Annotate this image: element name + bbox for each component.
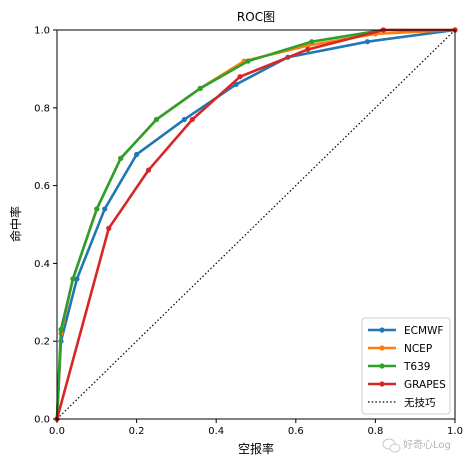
legend-label: ECMWF [404, 325, 443, 337]
x-axis-label: 空报率 [238, 441, 274, 456]
legend-entry: T639 [368, 361, 430, 373]
data-point-grapes [189, 116, 195, 123]
legend-marker [379, 363, 385, 369]
data-point-ecmwf [181, 116, 187, 123]
x-tick-label: 0.8 [367, 426, 383, 437]
legend-entry: GRAPES [368, 379, 446, 391]
legend-label: 无技巧 [404, 396, 436, 409]
chart-title: ROC图 [237, 10, 275, 24]
no-skill-reference-line [56, 29, 456, 420]
plot-frame [56, 29, 456, 420]
data-point-t639 [58, 326, 64, 333]
data-point-grapes [237, 74, 243, 80]
legend-items: ECMWF NCEP T639 GRAPES 无技巧 [368, 325, 446, 409]
x-axis-ticks: 0.0 0.2 0.4 0.6 0.8 1.0 [49, 419, 463, 437]
y-tick-label: 0.8 [34, 103, 50, 114]
wechat-icon [382, 438, 401, 453]
x-tick-label: 1.0 [447, 426, 463, 437]
x-tick-label: 0.0 [49, 426, 65, 437]
legend: ECMWF NCEP T639 GRAPES 无技巧 [361, 317, 451, 415]
data-point-t639 [70, 276, 76, 282]
data-point-ecmwf [74, 276, 80, 282]
y-tick-label: 0.4 [34, 259, 50, 270]
legend-entry: 无技巧 [368, 396, 436, 409]
legend-label: GRAPES [404, 379, 446, 391]
series-line-ecmwf [55, 28, 457, 421]
data-point-t639 [309, 39, 315, 45]
x-tick-label: 0.4 [208, 426, 224, 437]
x-tick-label: 0.2 [129, 426, 145, 437]
series-line-grapes [55, 28, 457, 421]
watermark-text: 好奇心Log [403, 438, 451, 451]
legend-marker [379, 381, 385, 387]
data-point-t639 [245, 58, 251, 64]
y-axis-label: 命中率 [8, 206, 23, 242]
x-tick-label: 0.6 [288, 426, 304, 437]
reference-line-layer [56, 29, 456, 420]
data-point-ecmwf [364, 39, 371, 45]
y-tick-label: 0.2 [34, 337, 50, 348]
y-tick-label: 1.0 [34, 26, 50, 37]
data-point-ecmwf [134, 151, 140, 158]
watermark: 好奇心Log [382, 438, 451, 453]
y-axis-ticks: 0.0 0.2 0.4 0.6 0.8 1.0 [34, 26, 57, 426]
legend-marker [379, 345, 385, 351]
legend-entry: ECMWF [368, 325, 443, 337]
data-point-ecmwf [233, 81, 239, 88]
data-point-grapes [145, 167, 152, 173]
legend-label: NCEP [404, 343, 432, 355]
data-point-t639 [153, 116, 160, 123]
legend-marker [379, 327, 385, 333]
data-point-t639 [197, 85, 203, 91]
legend-entry: NCEP [368, 343, 432, 355]
y-tick-label: 0.0 [34, 415, 50, 426]
data-point-t639 [118, 155, 124, 161]
data-point-grapes [305, 46, 311, 53]
legend-box [361, 317, 451, 415]
data-point-grapes [106, 225, 112, 231]
legend-label: T639 [403, 361, 430, 373]
data-point-ecmwf [102, 206, 108, 212]
data-point-t639 [94, 206, 100, 212]
series-layer [54, 27, 458, 422]
y-tick-label: 0.6 [34, 181, 50, 192]
